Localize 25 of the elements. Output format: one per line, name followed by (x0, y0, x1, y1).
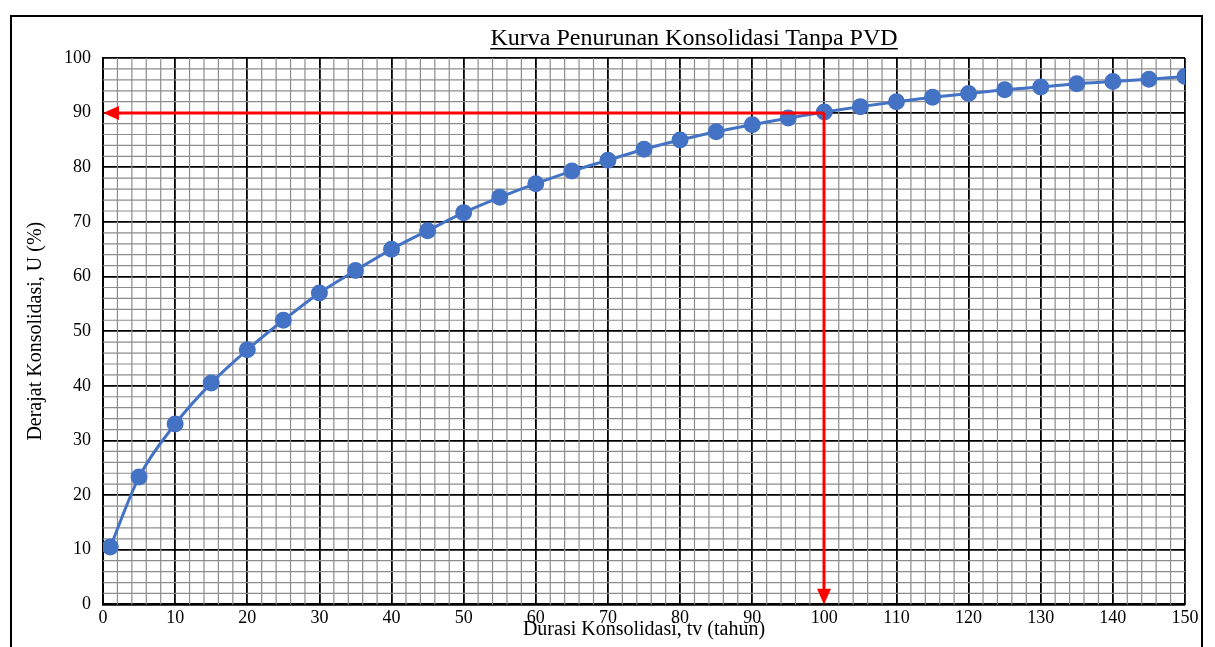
y-tick-label: 40 (73, 374, 91, 395)
y-axis-title: Derajat Konsolidasi, U (%) (23, 221, 47, 441)
x-tick-label: 40 (382, 606, 401, 627)
y-tick-label: 20 (73, 483, 91, 504)
y-tick-label: 100 (64, 46, 91, 67)
y-tick-label: 70 (73, 210, 91, 231)
y-tick-label: 50 (73, 319, 91, 340)
y-tick-label: 90 (73, 101, 91, 122)
x-tick-label: 130 (1027, 606, 1055, 627)
y-tick-label: 30 (73, 429, 91, 450)
y-tick-label: 60 (73, 265, 91, 286)
x-tick-label: 50 (454, 606, 473, 627)
x-tick-label: 100 (810, 606, 838, 627)
x-tick-label: 0 (98, 606, 108, 627)
x-tick-label: 150 (1171, 606, 1199, 627)
x-tick-label: 110 (883, 606, 910, 627)
x-tick-label: 10 (166, 606, 185, 627)
x-tick-label: 20 (238, 606, 257, 627)
x-tick-label: 120 (955, 606, 983, 627)
y-tick-label: 10 (73, 538, 91, 559)
x-tick-label: 30 (310, 606, 329, 627)
chart-title: Kurva Penurunan Konsolidasi Tanpa PVD (490, 24, 898, 50)
y-tick-label: 80 (73, 156, 91, 177)
y-tick-label: 0 (82, 593, 91, 614)
x-tick-label: 140 (1099, 606, 1127, 627)
